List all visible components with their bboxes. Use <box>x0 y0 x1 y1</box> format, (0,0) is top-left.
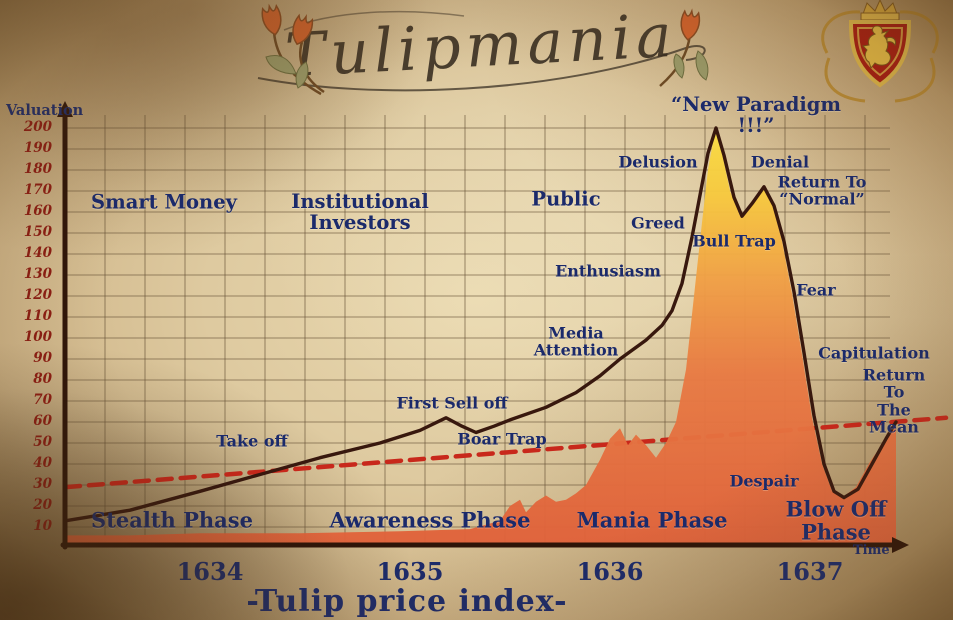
annotation-boar-trap: Boar Trap <box>457 429 547 449</box>
y-tick-180: 180 <box>23 161 52 177</box>
annotation-institutional-investors: Institutional Investors <box>291 189 429 234</box>
annotation-capitulation: Capitulation <box>818 343 930 363</box>
y-tick-50: 50 <box>33 434 52 450</box>
annotation-take-off: Take off <box>216 431 288 451</box>
x-tick-1634: 1634 <box>176 557 244 586</box>
annotation-media-attention: Media Attention <box>533 323 619 361</box>
annotation-phase-awareness: Awareness Phase <box>329 507 531 533</box>
y-axis-label: Valuation <box>6 102 84 119</box>
annotation-first-sell-off: First Sell off <box>396 393 508 413</box>
coat-of-arms-icon <box>821 0 939 103</box>
y-tick-190: 190 <box>23 140 52 156</box>
y-tick-90: 90 <box>33 350 52 366</box>
x-axis-label: Time <box>853 543 890 558</box>
x-tick-1636: 1636 <box>576 557 644 586</box>
y-tick-100: 100 <box>23 329 52 345</box>
y-tick-150: 150 <box>23 224 52 240</box>
title-flourish <box>257 45 706 92</box>
chart-caption: -Tulip price index- <box>246 584 568 619</box>
annotation-enthusiasm: Enthusiasm <box>555 261 661 281</box>
annotation-phase-blow-off: Blow Off Phase <box>785 496 887 544</box>
x-tick-1635: 1635 <box>376 557 444 586</box>
y-tick-20: 20 <box>33 497 52 513</box>
annotation-new-paradigm: “New Paradigm !!!” <box>670 93 841 138</box>
y-tick-200: 200 <box>23 119 52 135</box>
crown-icon <box>860 0 900 21</box>
annotation-bull-trap: Bull Trap <box>692 231 776 251</box>
y-tick-60: 60 <box>33 413 52 429</box>
y-tick-120: 120 <box>23 287 52 303</box>
y-tick-30: 30 <box>33 476 52 492</box>
annotation-return-to-the-mean: Return To The Mean <box>862 365 926 437</box>
annotation-greed: Greed <box>631 212 685 232</box>
tulip-ornament-left-icon <box>261 3 325 96</box>
y-tick-140: 140 <box>23 245 52 261</box>
x-tick-1637: 1637 <box>776 557 844 586</box>
annotation-fear: Fear <box>796 280 836 300</box>
title-banner: Tulipmania <box>257 1 706 92</box>
tulip-ornament-right-icon <box>659 8 709 87</box>
y-tick-40: 40 <box>33 455 52 471</box>
lion-rampant-icon <box>861 25 896 70</box>
annotation-smart-money: Smart Money <box>91 189 237 213</box>
annotation-despair: Despair <box>729 471 799 491</box>
y-tick-130: 130 <box>23 266 52 282</box>
y-tick-70: 70 <box>33 392 52 408</box>
annotation-denial: Denial <box>750 151 810 171</box>
y-tick-170: 170 <box>23 182 52 198</box>
annotation-delusion: Delusion <box>618 151 698 171</box>
y-tick-160: 160 <box>23 203 52 219</box>
annotation-phase-mania: Mania Phase <box>576 507 728 533</box>
y-tick-10: 10 <box>33 518 52 534</box>
annotation-phase-stealth: Stealth Phase <box>91 507 253 533</box>
annotation-public: Public <box>531 187 601 211</box>
y-tick-110: 110 <box>23 308 52 324</box>
annotation-return-to-normal: Return To “Normal” <box>777 172 867 209</box>
y-tick-80: 80 <box>33 371 52 387</box>
